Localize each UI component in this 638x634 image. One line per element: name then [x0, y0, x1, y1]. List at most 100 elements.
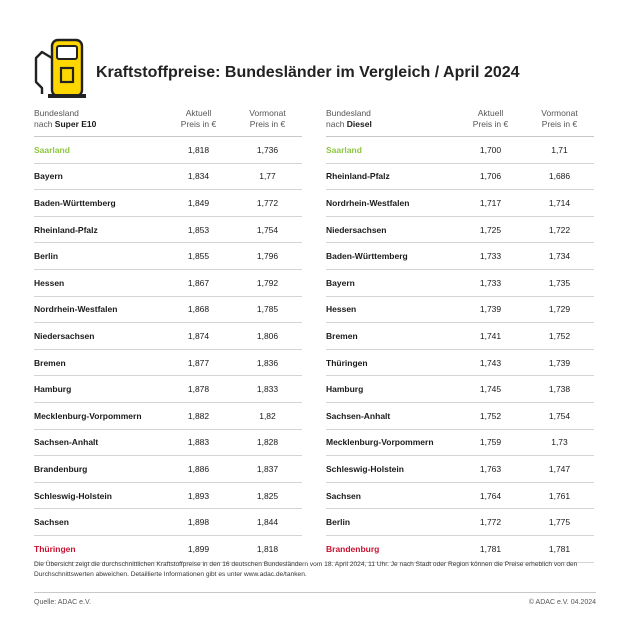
current-price-cell: 1,877	[187, 357, 210, 368]
table-header: Bundesland nach Diesel Aktuell Preis in …	[326, 108, 594, 137]
current-price-cell: 1,898	[187, 517, 210, 528]
state-cell: Brandenburg	[34, 463, 88, 474]
previous-price-cell: 1,792	[256, 277, 279, 288]
current-price-cell: 1,743	[479, 357, 502, 368]
table-row: Hamburg 1,745 1,738	[326, 376, 594, 403]
table-row: Nordrhein-Westfalen 1,868 1,785	[34, 297, 302, 324]
table-row: Bremen 1,877 1,836	[34, 350, 302, 377]
state-cell: Berlin	[34, 251, 59, 262]
state-cell: Rheinland-Pfalz	[326, 171, 390, 182]
current-price-cell: 1,781	[479, 543, 502, 554]
current-price-cell: 1,878	[187, 384, 210, 395]
table-row: Nordrhein-Westfalen 1,717 1,714	[326, 190, 594, 217]
state-cell: Nordrhein-Westfalen	[34, 304, 118, 315]
table-row: Bayern 1,733 1,735	[326, 270, 594, 297]
state-cell: Bayern	[34, 171, 63, 182]
previous-price-cell: 1,844	[256, 517, 279, 528]
previous-price-cell: 1,825	[256, 490, 279, 501]
header-previous: Vormonat Preis in €	[541, 108, 578, 129]
state-cell: Sachsen	[34, 517, 69, 528]
current-price-cell: 1,883	[187, 437, 210, 448]
previous-price-cell: 1,833	[256, 384, 279, 395]
table-row: Hamburg 1,878 1,833	[34, 376, 302, 403]
table-row: Bremen 1,741 1,752	[326, 323, 594, 350]
current-price-cell: 1,849	[187, 197, 210, 208]
divider	[34, 592, 596, 593]
previous-price-cell: 1,738	[548, 384, 571, 395]
current-price-cell: 1,733	[479, 277, 502, 288]
state-cell: Bremen	[34, 357, 66, 368]
state-cell: Baden-Württemberg	[34, 197, 116, 208]
table-row: Bayern 1,834 1,77	[34, 164, 302, 191]
current-price-cell: 1,706	[479, 171, 502, 182]
table-row: Niedersachsen 1,725 1,722	[326, 217, 594, 244]
table-row: Rheinland-Pfalz 1,853 1,754	[34, 217, 302, 244]
table-row: Thüringen 1,743 1,739	[326, 350, 594, 377]
header-current: Aktuell Preis in €	[472, 108, 509, 129]
state-cell: Saarland	[34, 144, 70, 155]
state-cell: Saarland	[326, 144, 362, 155]
table-row: Berlin 1,772 1,775	[326, 509, 594, 536]
current-price-cell: 1,772	[479, 517, 502, 528]
table-row: Rheinland-Pfalz 1,706 1,686	[326, 164, 594, 191]
table-row: Sachsen-Anhalt 1,883 1,828	[34, 430, 302, 457]
previous-price-cell: 1,761	[548, 490, 571, 501]
current-price-cell: 1,725	[479, 224, 502, 235]
previous-price-cell: 1,772	[256, 197, 279, 208]
table-row: Berlin 1,855 1,796	[34, 243, 302, 270]
header-state: Bundesland nach Super E10	[34, 108, 97, 129]
current-price-cell: 1,717	[479, 197, 502, 208]
state-cell: Niedersachsen	[34, 330, 95, 341]
table-row: Schleswig-Holstein 1,763 1,747	[326, 456, 594, 483]
state-cell: Rheinland-Pfalz	[34, 224, 98, 235]
state-cell: Nordrhein-Westfalen	[326, 197, 410, 208]
state-cell: Mecklenburg-Vorpommern	[326, 437, 434, 448]
previous-price-cell: 1,775	[548, 517, 571, 528]
current-price-cell: 1,834	[187, 171, 210, 182]
previous-price-cell: 1,82	[259, 410, 276, 421]
table-row: Sachsen 1,898 1,844	[34, 509, 302, 536]
previous-price-cell: 1,71	[551, 144, 568, 155]
current-price-cell: 1,700	[479, 144, 502, 155]
table-row: Baden-Württemberg 1,849 1,772	[34, 190, 302, 217]
table-row: Niedersachsen 1,874 1,806	[34, 323, 302, 350]
current-price-cell: 1,899	[187, 543, 210, 554]
current-price-cell: 1,752	[479, 410, 502, 421]
table-row: Hessen 1,739 1,729	[326, 297, 594, 324]
current-price-cell: 1,745	[479, 384, 502, 395]
current-price-cell: 1,874	[187, 330, 210, 341]
previous-price-cell: 1,837	[256, 463, 279, 474]
current-price-cell: 1,868	[187, 304, 210, 315]
current-price-cell: 1,733	[479, 251, 502, 262]
table-row: Hessen 1,867 1,792	[34, 270, 302, 297]
current-price-cell: 1,764	[479, 490, 502, 501]
previous-price-cell: 1,752	[548, 330, 571, 341]
current-price-cell: 1,886	[187, 463, 210, 474]
current-price-cell: 1,759	[479, 437, 502, 448]
previous-price-cell: 1,754	[548, 410, 571, 421]
previous-price-cell: 1,722	[548, 224, 571, 235]
previous-price-cell: 1,785	[256, 304, 279, 315]
fuel-pump-icon	[34, 38, 86, 98]
state-cell: Mecklenburg-Vorpommern	[34, 410, 142, 421]
state-cell: Bayern	[326, 277, 355, 288]
state-cell: Berlin	[326, 517, 351, 528]
previous-price-cell: 1,781	[548, 543, 571, 554]
table-row: Brandenburg 1,781 1,781	[326, 536, 594, 563]
previous-price-cell: 1,806	[256, 330, 279, 341]
current-price-cell: 1,763	[479, 463, 502, 474]
previous-price-cell: 1,739	[548, 357, 571, 368]
header-state: Bundesland nach Diesel	[326, 108, 372, 129]
state-cell: Sachsen-Anhalt	[34, 437, 99, 448]
table-row: Saarland 1,818 1,736	[34, 137, 302, 164]
super-e10-table: Bundesland nach Super E10 Aktuell Preis …	[34, 108, 302, 563]
state-cell: Sachsen	[326, 490, 361, 501]
page-title: Kraftstoffpreise: Bundesländer im Vergle…	[96, 64, 520, 81]
current-price-cell: 1,853	[187, 224, 210, 235]
source-label: Quelle: ADAC e.V.	[34, 599, 91, 606]
previous-price-cell: 1,754	[256, 224, 279, 235]
previous-price-cell: 1,796	[256, 251, 279, 262]
table-body: Saarland 1,700 1,71 Rheinland-Pfalz 1,706 1,6…	[326, 137, 594, 563]
state-cell: Sachsen-Anhalt	[326, 410, 391, 421]
table-header: Bundesland nach Super E10 Aktuell Preis …	[34, 108, 302, 137]
